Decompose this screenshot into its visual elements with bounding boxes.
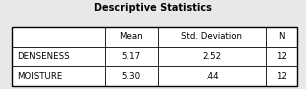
Text: 12: 12: [276, 52, 287, 61]
Text: MOISTURE: MOISTURE: [17, 72, 62, 81]
Text: Descriptive Statistics: Descriptive Statistics: [94, 3, 212, 13]
Text: Std. Deviation: Std. Deviation: [181, 32, 242, 41]
Bar: [12, 27, 297, 86]
Text: .44: .44: [205, 72, 218, 81]
Text: 5.17: 5.17: [122, 52, 141, 61]
Text: 12: 12: [276, 72, 287, 81]
Text: 5.30: 5.30: [122, 72, 141, 81]
Text: N: N: [278, 32, 285, 41]
Text: DENSENESS: DENSENESS: [17, 52, 69, 61]
Text: Mean: Mean: [120, 32, 143, 41]
Text: 2.52: 2.52: [202, 52, 221, 61]
